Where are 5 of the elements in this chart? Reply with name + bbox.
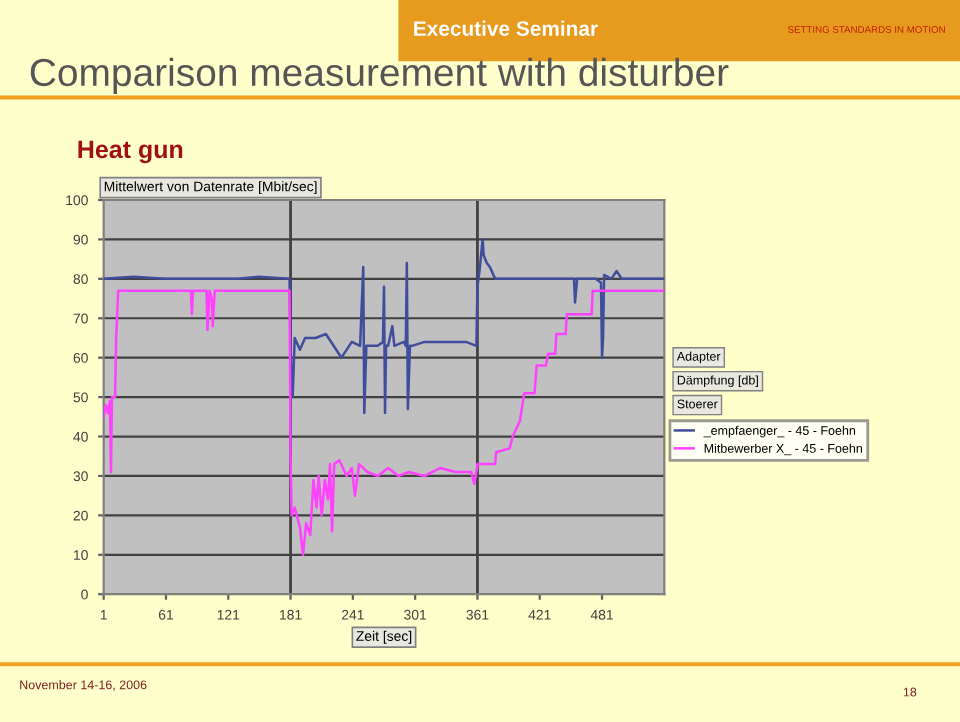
chart-subtitle: Heat gun [78,140,183,164]
text: Executive Seminar [414,20,598,36]
chart-title: Comparison measurement with disturber [30,57,729,94]
line-series [103,238,665,415]
line-series [103,289,665,557]
